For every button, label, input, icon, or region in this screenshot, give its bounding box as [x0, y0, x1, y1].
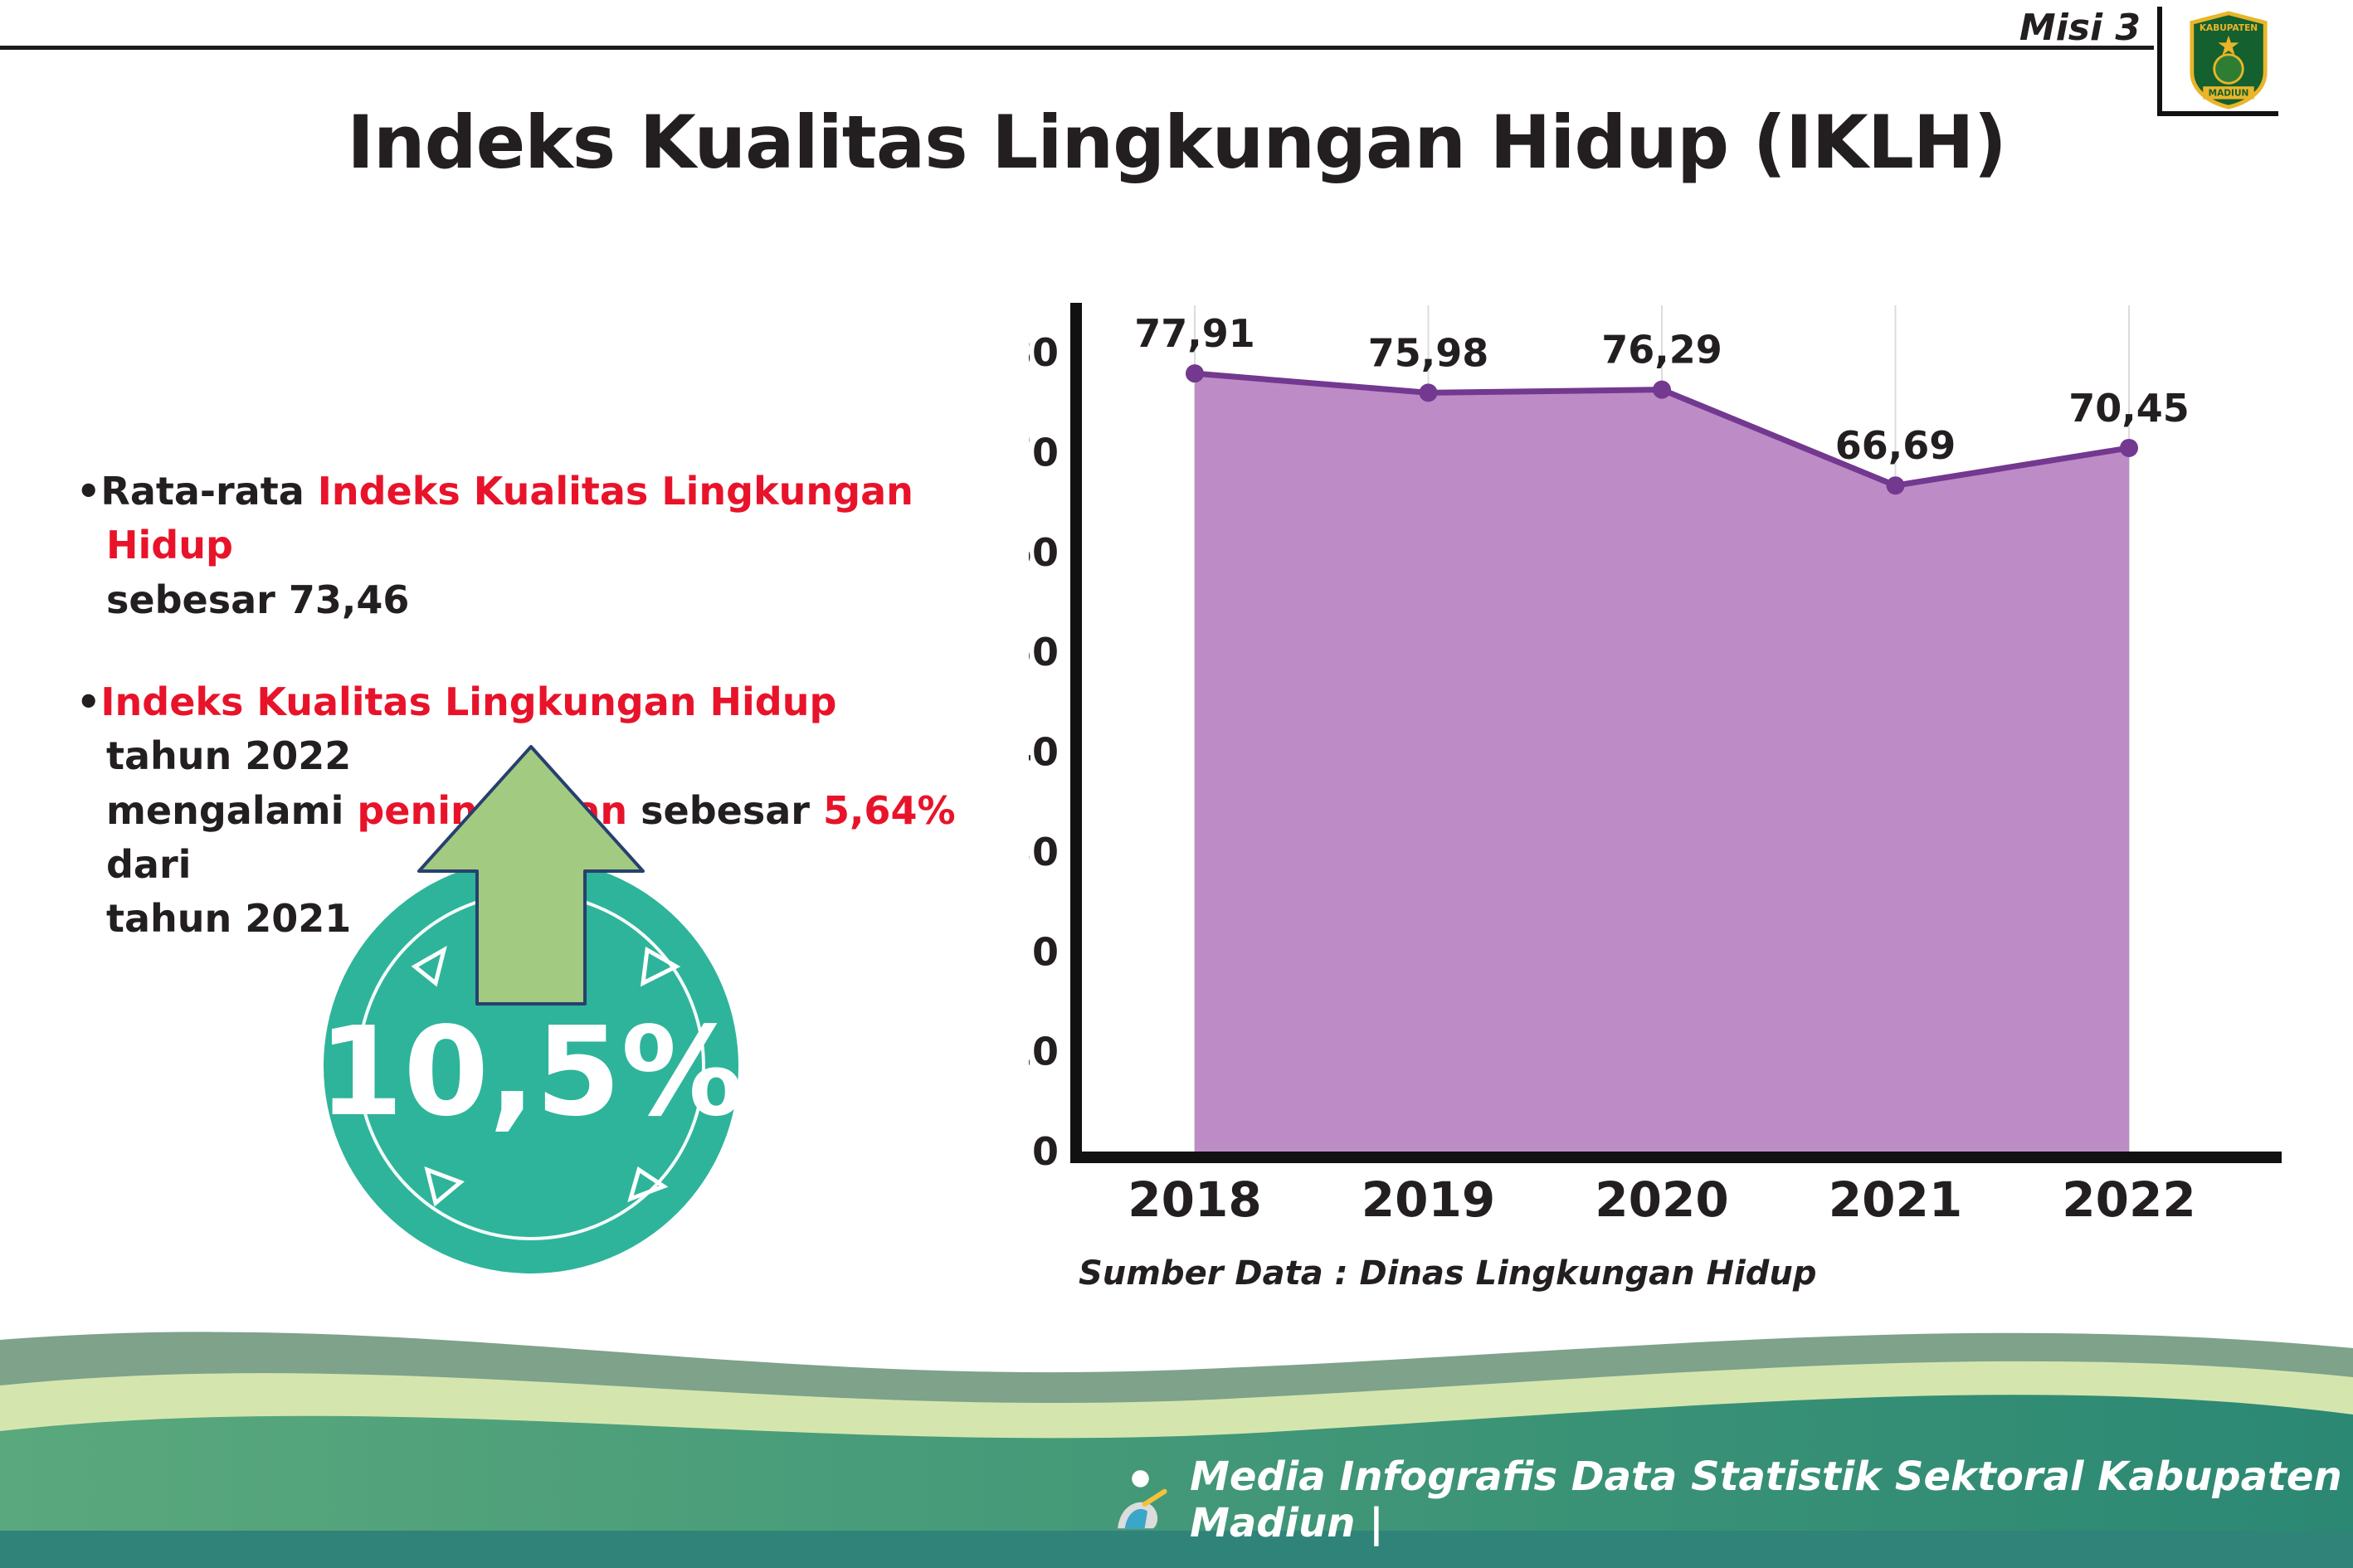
data-label: 76,29: [1601, 328, 1722, 373]
data-point: [1653, 380, 1671, 399]
bullet-dot: •: [76, 469, 101, 514]
x-tick-label: 2018: [1128, 1171, 1261, 1228]
y-tick-label: 30: [1029, 830, 1059, 874]
up-arrow-icon: [417, 745, 645, 1006]
text-segment: sebesar: [627, 787, 823, 833]
text-segment-highlight: 5,64%: [822, 787, 956, 833]
logo-text-madiun: MADIUN: [2209, 89, 2249, 99]
logo-emblem-circle: [2213, 53, 2244, 85]
y-tick-label: 40: [1029, 730, 1059, 775]
y-tick-label: 70: [1029, 430, 1059, 475]
data-point: [1886, 476, 1905, 495]
data-label: 75,98: [1368, 330, 1489, 375]
text-segment: Rata-rata: [100, 469, 318, 514]
x-axis: [1070, 1152, 2282, 1163]
text-segment-highlight: Indeks Kualitas Lingkungan Hidup: [100, 679, 837, 724]
data-label: 70,45: [2068, 386, 2190, 431]
footer-bar: Media Infografis Data Statistik Sektoral…: [1103, 1454, 2353, 1546]
logo-text-kabupaten: KABUPATEN: [2200, 23, 2258, 33]
kabupaten-madiun-logo: KABUPATEN MADIUN: [2190, 11, 2268, 110]
wave-bottom-strip: [0, 1531, 2353, 1568]
ring-notch-icon: [640, 946, 681, 987]
logo-ribbon: [2203, 86, 2254, 100]
data-label: 77,91: [1134, 311, 1255, 356]
ring-notch-icon: [411, 945, 447, 987]
logo-frame: KABUPATEN MADIUN: [2157, 7, 2278, 116]
text-segment: tahun 2021: [106, 896, 352, 942]
chart-svg: 77,91 75,98 76,29 66,69 70,45 0 10 20 30 40 50 60 70…: [1006, 303, 2282, 1228]
page-title: Indeks Kualitas Lingkungan Hidup (IKLH): [347, 100, 2007, 185]
chart-area: [1195, 373, 2129, 1152]
text-segment: dari: [106, 841, 192, 887]
ring-notch-icon: [424, 1166, 465, 1207]
y-tick-label: 50: [1029, 630, 1059, 674]
wave-main: [0, 1395, 2353, 1568]
text-segment: mengalami: [106, 787, 358, 833]
source-label: Sumber Data : Dinas Lingkungan Hidup: [1079, 1254, 1817, 1293]
y-tick-label: 80: [1029, 330, 1059, 375]
x-tick-label: 2022: [2062, 1171, 2195, 1228]
header-divider: [0, 46, 2154, 50]
misi-label: Misi 3: [2019, 7, 2141, 49]
text-segment: tahun 2022: [106, 733, 352, 779]
x-tick-label: 2019: [1362, 1171, 1495, 1228]
y-tick-label: 20: [1029, 929, 1059, 974]
bullet-list: •Rata-rata Indeks Kualitas Lingkungan Hi…: [76, 465, 972, 995]
x-tick-label: 2021: [1829, 1171, 1962, 1228]
growth-badge: 10,5%: [318, 745, 744, 1273]
iklh-chart: 77,91 75,98 76,29 66,69 70,45 0 10 20 30 40 50 60 70…: [1006, 290, 2323, 1286]
data-point: [2120, 438, 2138, 457]
ring-notch-icon: [627, 1166, 669, 1203]
footer-text: Media Infografis Data Statistik Sektoral…: [1190, 1454, 2342, 1546]
x-tick-label: 2020: [1595, 1171, 1728, 1228]
data-label: 66,69: [1835, 423, 1956, 468]
y-tick-label: 10: [1029, 1030, 1059, 1074]
decorative-waves: [0, 1332, 2353, 1568]
logo-star-icon: [2218, 35, 2239, 56]
data-point: [1419, 383, 1438, 402]
bullet-item-2: •Indeks Kualitas Lingkungan Hidup tahun …: [76, 675, 972, 947]
writer-mascot-icon: [1118, 1470, 1167, 1529]
y-axis: [1070, 303, 1082, 1163]
bullet-item-1: •Rata-rata Indeks Kualitas Lingkungan Hi…: [76, 465, 972, 627]
text-segment: sebesar 73,46: [106, 577, 410, 622]
y-tick-label: 0: [1032, 1129, 1059, 1174]
y-tick-label: 60: [1029, 530, 1059, 575]
bullet-dot: •: [76, 679, 101, 724]
data-point: [1186, 364, 1204, 383]
badge-value: 10,5%: [318, 1001, 743, 1143]
text-segment-highlight: Indeks Kualitas Lingkungan Hidup: [106, 469, 913, 568]
